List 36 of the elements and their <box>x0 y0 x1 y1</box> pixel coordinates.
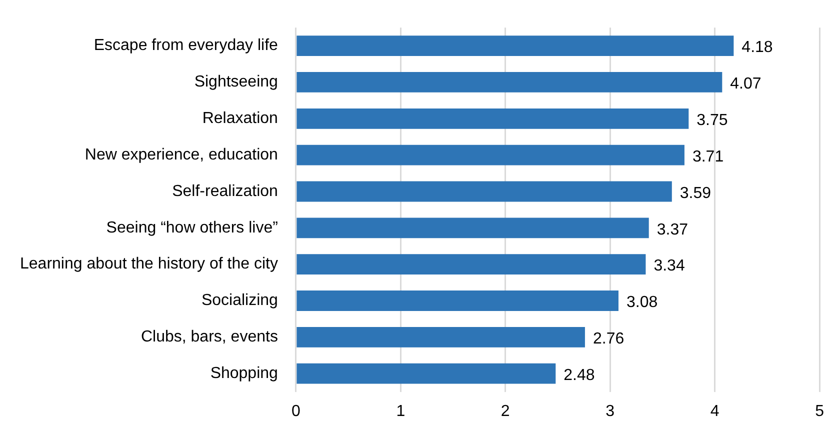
y-tick-label: Shopping <box>210 364 278 382</box>
data-label: 3.37 <box>656 221 688 238</box>
bar <box>296 363 556 384</box>
data-label: 2.48 <box>564 366 595 384</box>
y-tick-label: Seeing “how others live” <box>106 219 278 236</box>
bar <box>296 218 649 238</box>
data-label: 4.18 <box>742 39 773 56</box>
bar <box>296 326 585 348</box>
y-tick-label: Relaxation <box>202 110 278 128</box>
x-tick-label: 5 <box>815 402 824 420</box>
y-tick-label: Sightseeing <box>194 74 278 91</box>
x-tick-label: 0 <box>291 402 300 420</box>
x-tick-label: 3 <box>606 402 615 420</box>
y-tick-label: Socializing <box>201 292 278 310</box>
bar <box>296 72 722 92</box>
data-label: 3.08 <box>626 294 658 312</box>
data-label: 3.34 <box>654 258 685 275</box>
data-label: 3.59 <box>680 184 712 202</box>
y-tick-label: Clubs, bars, events <box>140 328 278 346</box>
bar <box>296 36 734 56</box>
x-tick-label: 4 <box>710 402 720 420</box>
y-tick-label: Self-realization <box>172 182 278 200</box>
y-tick-label: Learning about the history of the city <box>20 256 278 273</box>
data-label: 3.71 <box>692 148 724 166</box>
bar <box>296 290 618 311</box>
data-label: 4.07 <box>730 76 762 93</box>
data-label: 2.76 <box>592 330 624 348</box>
data-label: 3.75 <box>696 112 728 130</box>
y-tick-label: New experience, education <box>84 146 278 164</box>
x-tick-label: 1 <box>396 402 406 420</box>
bar <box>296 144 684 166</box>
x-tick-label: 2 <box>500 402 510 420</box>
bar <box>296 181 672 202</box>
y-tick-label: Escape from everyday life <box>94 37 278 54</box>
bar <box>296 108 689 129</box>
bar <box>296 254 646 275</box>
